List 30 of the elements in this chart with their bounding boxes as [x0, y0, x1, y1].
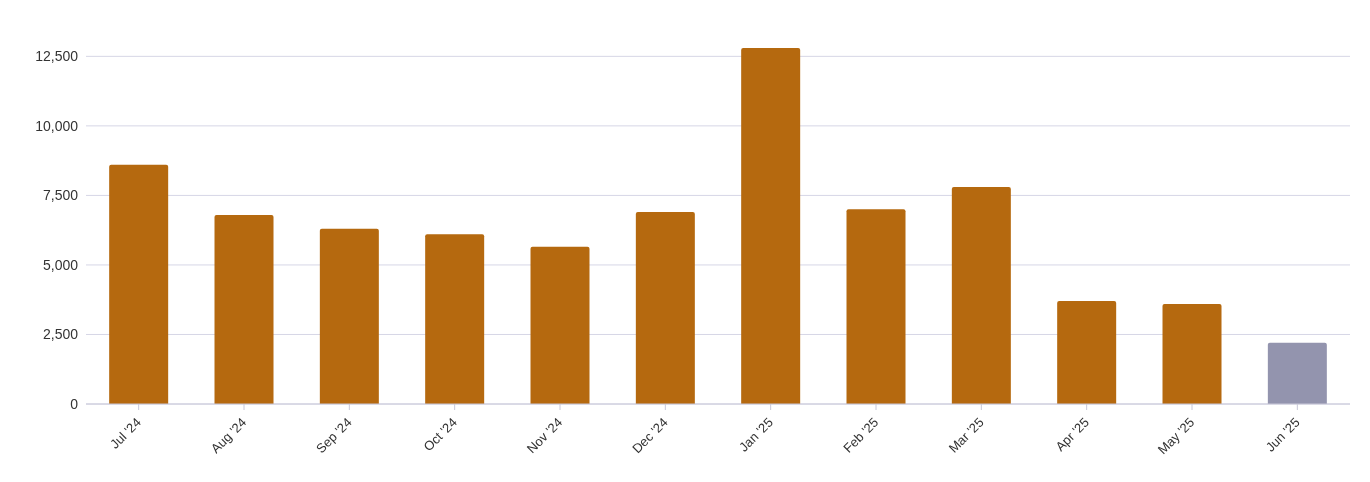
y-tick-label: 2,500 — [42, 326, 79, 343]
x-tick-label: May '25 — [1154, 414, 1198, 458]
bar — [1057, 301, 1117, 404]
x-tick-label: Nov '24 — [523, 414, 566, 457]
x-tick-label: Aug '24 — [207, 414, 250, 457]
bar — [530, 246, 590, 404]
x-tick-label: Oct '24 — [420, 414, 460, 455]
x-tick-label: Mar '25 — [945, 414, 987, 456]
bar — [951, 187, 1011, 404]
bar — [214, 214, 274, 404]
x-tick-label: Jul '24 — [107, 414, 144, 452]
x-tick-label: Jun '25 — [1262, 414, 1303, 455]
bar — [846, 209, 906, 404]
bar — [109, 164, 169, 404]
x-tick-label: Apr '25 — [1052, 414, 1092, 455]
x-tick-label: Sep '24 — [313, 414, 355, 457]
y-tick-label: 7,500 — [42, 187, 79, 204]
x-tick-label: Feb '25 — [840, 414, 882, 456]
y-tick-label: 12,500 — [35, 48, 79, 65]
bar — [635, 212, 695, 404]
y-tick-label: 10,000 — [35, 117, 79, 134]
bar — [741, 48, 801, 404]
bar — [319, 228, 379, 404]
bar — [425, 234, 485, 404]
x-tick-label: Dec '24 — [629, 414, 671, 457]
bar — [1267, 342, 1327, 404]
y-tick-label: 0 — [70, 395, 79, 412]
bar — [1162, 303, 1222, 404]
y-tick-label: 5,000 — [42, 256, 79, 273]
x-tick-label: Jan '25 — [736, 414, 776, 455]
